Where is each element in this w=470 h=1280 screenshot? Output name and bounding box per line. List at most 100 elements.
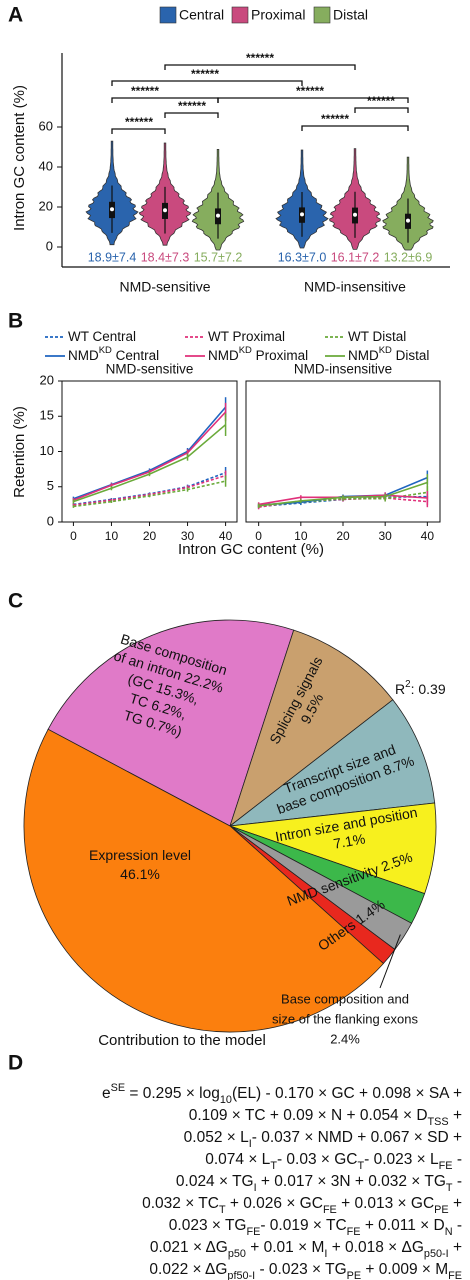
y-tick-label: 20 <box>40 372 54 387</box>
text-part: + 0.026 × GC <box>226 1195 323 1212</box>
equation-line: 0.023 × TGFE- 0.019 × TCFE + 0.011 × DN … <box>169 1217 462 1238</box>
equation-line: 0.074 × LT- 0.03 × GCT- 0.023 × LFE - <box>205 1151 462 1172</box>
pie-slice <box>47 619 295 827</box>
value-label: 16.1±7.2 <box>331 250 380 264</box>
legend-label: NMDKD Distal <box>348 345 429 363</box>
subscript: FE <box>323 1204 337 1216</box>
text-part: 0.023 × TG <box>169 1217 247 1234</box>
subscript: pf50-I <box>227 1270 255 1280</box>
panel-label: A <box>8 4 23 27</box>
x-tick-label: 20 <box>336 529 350 543</box>
text-part: 0.074 × L <box>205 1151 270 1168</box>
text-part: 0.109 × TC + 0.09 × N + 0.054 × D <box>189 1107 428 1124</box>
y-tick-label: 15 <box>40 408 54 423</box>
text-part: = 0.295 × log <box>125 1085 220 1102</box>
text-part: + <box>449 1195 462 1212</box>
text-part: - <box>453 1151 462 1168</box>
text-part: NMD <box>68 348 99 363</box>
slice-label: Expression level 46.1% <box>89 847 191 882</box>
subscript: p50-I <box>424 1248 449 1260</box>
text-part: e <box>102 1085 111 1102</box>
slice-label: Base composition and size of the flanking… <box>272 991 418 1046</box>
equation-line: 0.032 × TCT + 0.026 × GCFE + 0.013 × GCP… <box>142 1195 462 1216</box>
subscript: 10 <box>220 1094 232 1106</box>
text-part: WT Distal <box>348 329 406 344</box>
significance-label: ****** <box>321 112 349 126</box>
x-axis-label: Intron GC content (%) <box>178 541 324 558</box>
significance-label: ****** <box>131 84 159 98</box>
text-part: - 0.023 × L <box>364 1151 439 1168</box>
significance-bracket <box>111 80 303 86</box>
value-label: 18.4±7.3 <box>141 250 190 264</box>
x-tick-label: 30 <box>378 529 392 543</box>
text-part: 0.032 × TC <box>142 1195 219 1212</box>
legend-label: Distal <box>333 7 368 23</box>
y-axis-label: Intron GC content (%) <box>11 85 28 231</box>
legend-swatch <box>159 6 177 24</box>
y-tick-label: 40 <box>39 158 53 173</box>
value-label: 18.9±7.4 <box>88 250 137 264</box>
significance-label: ****** <box>367 94 395 108</box>
text-part: Proximal <box>252 348 308 363</box>
panel-label: D <box>8 1052 23 1075</box>
equation-line: 0.109 × TC + 0.09 × N + 0.054 × DTSS + <box>189 1107 462 1128</box>
significance-label: ****** <box>296 84 324 98</box>
superscript: KD <box>99 345 112 356</box>
legend-label: NMDKD Proximal <box>208 345 308 363</box>
subscript: p50 <box>228 1248 246 1260</box>
text-part: + <box>449 1239 462 1256</box>
text-part: 0.021 × ΔG <box>150 1239 228 1256</box>
panel-label: C <box>8 590 23 613</box>
y-tick-label: 10 <box>40 443 54 458</box>
legend-swatch <box>313 6 331 24</box>
significance-label: ****** <box>246 51 274 65</box>
text-part: - 0.019 × TC <box>260 1217 346 1234</box>
x-tick-label: 40 <box>421 529 435 543</box>
significance-label: ****** <box>178 99 206 113</box>
legend-swatch <box>231 6 249 24</box>
text-part: + 0.01 × M <box>246 1239 324 1256</box>
equation-line: 0.024 × TGI + 0.017 × 3N + 0.032 × TGT - <box>176 1173 462 1194</box>
y-tick-label: 0 <box>46 238 53 253</box>
slice-label-line: 2.4% <box>330 1031 360 1046</box>
subscript: I <box>254 1182 257 1194</box>
significance-bracket <box>217 97 409 103</box>
subplot-title: NMD-insensitive <box>294 362 392 377</box>
text-part: + 0.011 × D <box>361 1217 445 1234</box>
text-part: + 0.017 × 3N + 0.032 × TG <box>257 1173 446 1190</box>
text-part: - 0.023 × TG <box>255 1261 346 1278</box>
series-line <box>258 481 428 507</box>
text-part: - <box>453 1173 462 1190</box>
text-part: + 0.009 × M <box>361 1261 448 1278</box>
slice-label-line: 7.1% <box>332 830 366 851</box>
value-label: 15.7±7.2 <box>194 250 243 264</box>
value-label: 16.3±7.0 <box>278 250 327 264</box>
superscript: KD <box>239 345 252 356</box>
text-part: Central <box>112 348 159 363</box>
mean-dot <box>406 218 410 223</box>
x-tick-label: 0 <box>70 529 77 543</box>
y-tick-label: 0 <box>47 513 54 528</box>
subplot-title: NMD-sensitive <box>106 362 194 377</box>
x-tick-label: NMD-insensitive <box>304 279 406 295</box>
subscript: T <box>358 1160 365 1172</box>
pie-slice <box>228 699 436 827</box>
mean-dot <box>353 212 357 217</box>
equation-line: eSE = 0.295 × log10(EL) - 0.170 × GC + 0… <box>102 1082 462 1106</box>
x-tick-label: 40 <box>219 529 233 543</box>
leader-line <box>379 934 401 989</box>
subscript: N <box>445 1226 453 1238</box>
equation-line: 0.022 × ΔGpf50-I - 0.023 × TGPE + 0.009 … <box>149 1261 462 1280</box>
subscript: FE <box>448 1270 462 1280</box>
text-part: - 0.03 × GC <box>277 1151 358 1168</box>
subscript: T <box>219 1204 226 1216</box>
legend-label: WT Central <box>68 329 136 344</box>
significance-bracket <box>301 125 409 131</box>
x-tick-label: 20 <box>143 529 157 543</box>
pie-slice <box>23 728 384 1033</box>
superscript: 2 <box>405 679 410 690</box>
series-line <box>73 471 226 506</box>
text-part: + 0.018 × ΔG <box>327 1239 424 1256</box>
subscript: T <box>270 1160 277 1172</box>
slice-label-line: Expression level <box>89 847 191 863</box>
